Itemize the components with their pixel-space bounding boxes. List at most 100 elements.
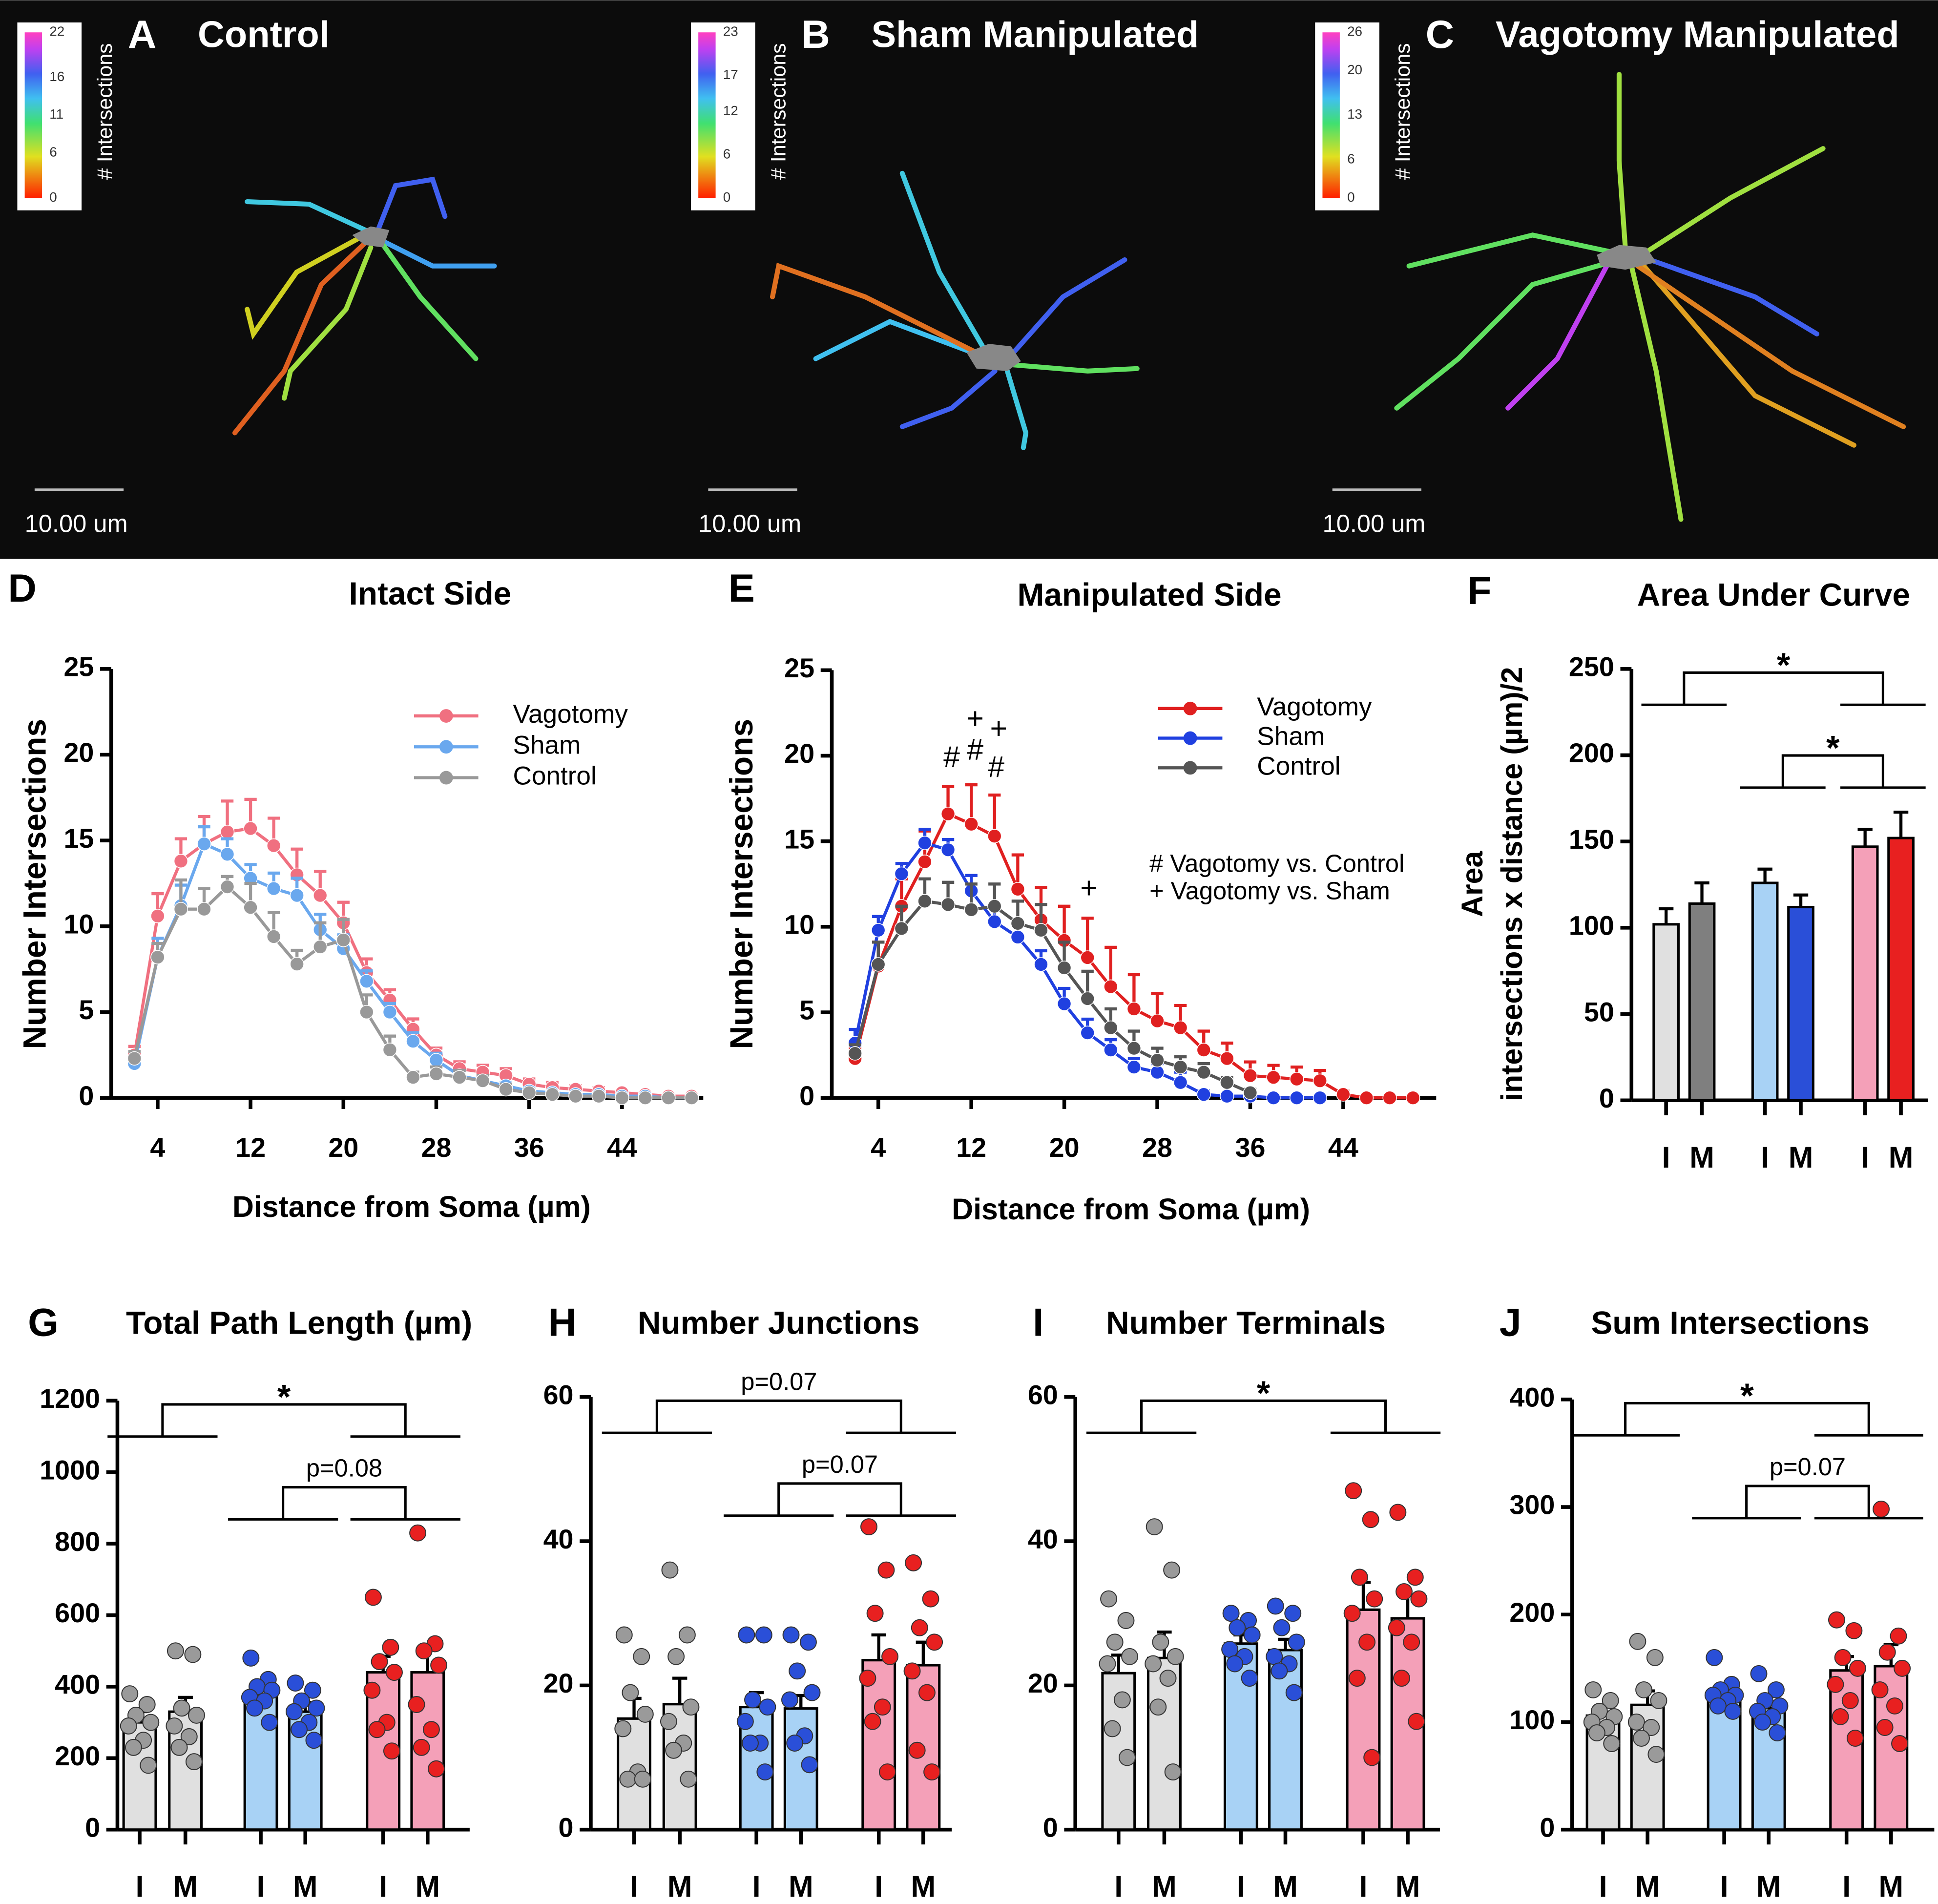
neuron-tracings xyxy=(232,72,1906,522)
data-point xyxy=(660,1713,677,1730)
data-point xyxy=(266,881,281,896)
data-point xyxy=(1220,1051,1234,1066)
data-point xyxy=(987,829,1002,843)
data-point xyxy=(736,1713,754,1730)
data-point xyxy=(1285,1684,1303,1701)
data-point xyxy=(1150,1053,1165,1067)
data-point xyxy=(881,1648,898,1665)
significance-bracket xyxy=(1692,1485,1923,1520)
error-bar xyxy=(1694,881,1709,904)
y-axis-label: intersections x distance (µm)/2 xyxy=(1495,667,1528,1101)
data-point xyxy=(499,1082,513,1097)
data-point xyxy=(1709,1697,1727,1715)
y-tick-label: 10 xyxy=(784,910,814,940)
data-point xyxy=(359,1004,374,1020)
data-point xyxy=(1846,1730,1864,1747)
data-point xyxy=(917,855,932,869)
data-point xyxy=(1243,1068,1258,1083)
error-bar xyxy=(1757,867,1772,883)
data-point xyxy=(261,1714,278,1731)
data-point xyxy=(1382,1090,1397,1105)
x-tick-label: I xyxy=(1861,1141,1869,1174)
colorbar-label: # Intersections xyxy=(93,43,117,180)
error-bar xyxy=(1857,828,1873,847)
data-point xyxy=(1273,1619,1291,1636)
data-point xyxy=(429,1053,444,1067)
annotation: # xyxy=(943,740,960,774)
data-point xyxy=(170,1738,188,1756)
data-point xyxy=(1754,1714,1771,1731)
data-point xyxy=(987,914,1002,929)
data-point xyxy=(1163,1561,1181,1579)
dendrite xyxy=(1635,263,1906,429)
data-point xyxy=(1126,1060,1142,1074)
data-point xyxy=(382,1043,397,1057)
data-point xyxy=(877,1561,895,1579)
legend-label: Sham xyxy=(513,731,581,759)
legend-marker xyxy=(1183,701,1197,715)
data-point xyxy=(1034,923,1048,938)
y-tick-label: 400 xyxy=(1509,1382,1555,1413)
data-point xyxy=(452,1070,467,1085)
bar xyxy=(861,1659,896,1831)
bar xyxy=(1851,845,1879,1102)
data-point xyxy=(782,1626,800,1644)
colorbar-tick-label: 6 xyxy=(723,146,730,161)
data-point xyxy=(408,1696,425,1713)
data-point xyxy=(633,1648,650,1665)
data-point xyxy=(667,1648,685,1665)
data-point xyxy=(678,1626,696,1644)
data-point xyxy=(1164,1763,1182,1781)
data-point xyxy=(1643,1719,1660,1736)
data-point xyxy=(922,1590,939,1608)
data-point xyxy=(1828,1611,1845,1629)
data-point xyxy=(860,1518,877,1535)
colorbar-tick-label: 12 xyxy=(723,103,738,118)
data-point xyxy=(1099,1655,1116,1673)
colorbar-label: # Intersections xyxy=(767,43,791,180)
data-point xyxy=(918,1684,936,1701)
data-point xyxy=(1873,1500,1890,1518)
panel-title: Sham Manipulated xyxy=(872,14,1199,55)
x-tick-label: 12 xyxy=(235,1132,266,1163)
data-point xyxy=(615,1626,633,1644)
chart-title: Number Junctions xyxy=(638,1304,920,1340)
data-point xyxy=(1150,1013,1165,1028)
x-tick-label: M xyxy=(173,1870,198,1903)
scale-label: 10.00 um xyxy=(698,510,801,538)
panel-letter: H xyxy=(548,1300,577,1344)
dendrite xyxy=(899,368,998,429)
data-point xyxy=(291,1721,308,1738)
data-point xyxy=(871,957,886,972)
y-tick-label: 60 xyxy=(1028,1380,1058,1410)
y-tick-label: 1000 xyxy=(40,1455,100,1485)
data-point xyxy=(184,1646,202,1663)
x-tick-label: 20 xyxy=(328,1132,358,1163)
data-point xyxy=(1106,1633,1124,1651)
data-point xyxy=(1396,1583,1413,1600)
data-point xyxy=(197,837,211,851)
data-point xyxy=(684,1090,699,1105)
data-point xyxy=(1890,1627,1907,1645)
data-point xyxy=(1267,1597,1284,1615)
data-point xyxy=(371,1653,388,1671)
data-point xyxy=(1173,1020,1188,1035)
data-point xyxy=(313,940,328,954)
series-line xyxy=(133,827,692,1098)
colorbar-tick-label: 20 xyxy=(1347,62,1362,77)
x-tick-label: I xyxy=(1842,1870,1851,1903)
data-point xyxy=(188,1706,205,1724)
data-point xyxy=(1313,1090,1327,1105)
data-point xyxy=(1876,1719,1894,1736)
data-point xyxy=(874,1698,891,1716)
panel-title: Vagotomy Manipulated xyxy=(1496,14,1899,55)
data-point xyxy=(1222,1605,1240,1622)
panel-letter: B xyxy=(801,13,830,57)
data-point xyxy=(150,909,165,923)
data-point xyxy=(1057,961,1072,975)
significance-label: * xyxy=(1777,646,1791,685)
x-tick-label: I xyxy=(1237,1870,1245,1903)
data-point xyxy=(382,1004,397,1020)
y-tick-label: 600 xyxy=(55,1598,100,1628)
